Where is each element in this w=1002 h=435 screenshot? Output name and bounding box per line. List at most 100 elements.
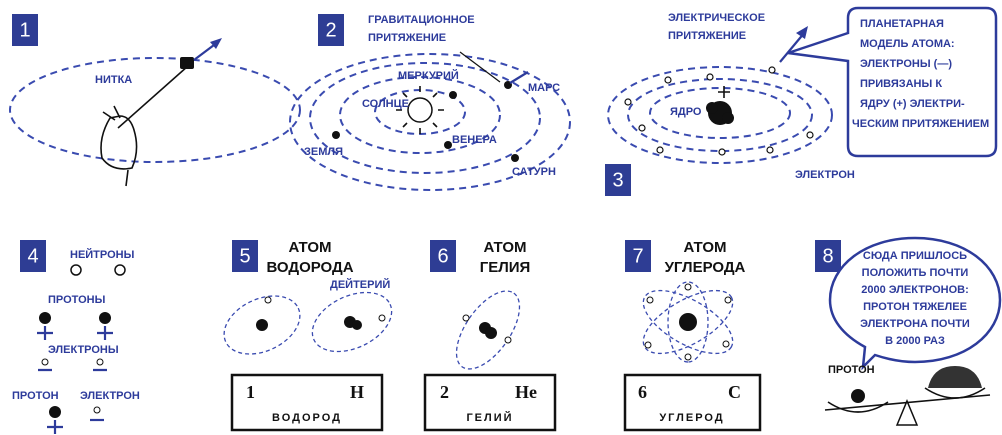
title: АТОМ [483, 239, 526, 256]
drawing-circle [379, 315, 385, 321]
card-symbol: H [350, 382, 364, 402]
title: АТОМ [288, 239, 331, 256]
label: НЕЙТРОНЫ [70, 248, 135, 261]
bubble-line: ПОЛОЖИТЬ ПОЧТИ [862, 267, 969, 279]
panel-number: 1 [19, 19, 30, 41]
bubble-line: 2000 ЭЛЕКТРОНОВ: [861, 284, 969, 296]
drawing-circle [463, 315, 469, 321]
panel-number: 3 [612, 169, 623, 191]
drawing-circle [625, 99, 631, 105]
label: ПРИТЯЖЕНИЕ [668, 30, 746, 42]
bubble-line: ПРОТОН ТЯЖЕЛЕЕ [863, 301, 967, 313]
drawing-circle [511, 154, 519, 162]
drawing-line [460, 52, 500, 82]
title: АТОМ [683, 239, 726, 256]
drawing-circle [665, 77, 671, 83]
drawing-circle [485, 327, 497, 339]
drawing-circle [332, 131, 340, 139]
drawing-circle [42, 359, 48, 365]
drawing-circle [767, 147, 773, 153]
label: ЭЛЕКТРОН [795, 169, 855, 181]
drawing-circle [647, 297, 653, 303]
label: ЭЛЕКТРОНЫ [48, 344, 119, 356]
drawing-line [510, 72, 528, 83]
drawing-circle [408, 98, 432, 122]
panel-number: 4 [27, 245, 38, 267]
bubble-line: ПЛАНЕТАРНАЯ [860, 18, 944, 30]
title: ВОДОРОДА [266, 259, 353, 276]
drawing-circle [444, 141, 452, 149]
card-number: 6 [638, 382, 647, 402]
drawing-circle [639, 125, 645, 131]
drawing-circle [645, 342, 651, 348]
title: УГЛЕРОДА [665, 259, 746, 276]
label: САТУРН [512, 166, 556, 178]
drawing-circle [807, 132, 813, 138]
label: ПРОТОНЫ [48, 294, 106, 306]
bubble-line: ЯДРУ (+) ЭЛЕКТРИ- [860, 98, 965, 110]
title: ГЕЛИЯ [480, 259, 531, 276]
drawing-circle [505, 337, 511, 343]
card-symbol: C [728, 382, 741, 402]
drawing-circle [449, 91, 457, 99]
drawing-ellipse [10, 58, 300, 162]
label: ЗЕМЛЯ [304, 146, 343, 158]
panel-number: 5 [239, 245, 250, 267]
drawing-circle [71, 265, 81, 275]
drawing-circle [256, 319, 268, 331]
label: НИТКА [95, 74, 132, 86]
panel-number: 2 [325, 19, 336, 41]
label: ЭЛЕКТРИЧЕСКОЕ [668, 12, 765, 24]
label: ДЕЙТЕРИЙ [330, 278, 390, 291]
panel-number: 6 [437, 245, 448, 267]
drawing-circle [265, 297, 271, 303]
drawing-path [897, 401, 917, 425]
card-symbol: He [515, 382, 537, 402]
drawing-circle [115, 265, 125, 275]
card-number: 1 [246, 382, 255, 402]
drawing-circle [719, 149, 725, 155]
panel-3: 3 ЭЛЕКТРИЧЕСКОЕ ПРИТЯЖЕНИЕ ЯДРО ЭЛЕКТРОН… [605, 8, 996, 196]
label: ПРИТЯЖЕНИЕ [368, 32, 446, 44]
card-name: ГЕЛИЙ [466, 411, 513, 424]
drawing-circle [706, 102, 718, 114]
drawing-circle [657, 147, 663, 153]
drawing-circle [769, 67, 775, 73]
card-name: ВОДОРОД [272, 412, 342, 424]
drawing-path [37, 326, 113, 340]
drawing-circle [97, 359, 103, 365]
drawing-circle [94, 407, 100, 413]
drawing-path [47, 420, 63, 434]
illustration: 1 НИТКА 2 ГРАВИТАЦИОННОЕ ПРИТЯЖЕНИЕ МЕРК… [0, 0, 1002, 435]
bubble-line: ЧЕСКИМ ПРИТЯЖЕНИЕМ [852, 118, 989, 130]
label: ПРОТОН [828, 364, 875, 376]
bubble-line: МОДЕЛЬ АТОМА: [860, 38, 955, 50]
drawing-path [396, 86, 444, 134]
panel-2: 2 ГРАВИТАЦИОННОЕ ПРИТЯЖЕНИЕ МЕРКУРИЙ МАР… [290, 14, 570, 190]
panel-8: 8 СЮДА ПРИШЛОСЬ ПОЛОЖИТЬ ПОЧТИ 2000 ЭЛЕК… [815, 238, 1000, 425]
drawing-circle [725, 297, 731, 303]
label: СОЛНЦЕ [362, 98, 409, 110]
panel-4: 4 НЕЙТРОНЫ ПРОТОНЫ ЭЛЕКТРОНЫ ПРОТОН ЭЛЕК… [12, 240, 140, 434]
drawing-circle [39, 312, 51, 324]
drawing-path [928, 366, 982, 388]
drawing-circle [352, 320, 362, 330]
drawing-circle [49, 406, 61, 418]
drawing-circle [679, 313, 697, 331]
bubble-line: В 2000 РАЗ [885, 335, 945, 347]
bubble-line: ЭЛЕКТРОНЫ (—) [860, 58, 952, 70]
bubble-line: ПРИВЯЗАНЫ К [860, 78, 942, 90]
drawing-circle [723, 341, 729, 347]
panel-number: 8 [822, 245, 833, 267]
bubble-line: СЮДА ПРИШЛОСЬ [863, 250, 967, 262]
card-name: УГЛЕРОД [659, 412, 724, 424]
drawing-rect [180, 57, 194, 69]
drawing-circle [685, 354, 691, 360]
drawing-circle [685, 284, 691, 290]
card-number: 2 [440, 382, 449, 402]
drawing-circle [707, 74, 713, 80]
panel-6: 6 АТОМ ГЕЛИЯ 2 He ГЕЛИЙ [425, 239, 555, 430]
panel-5: 5 АТОМ ВОДОРОДА ДЕЙТЕРИЙ 1 H ВОДОРОД [215, 239, 401, 430]
label: ВЕНЕРА [452, 134, 497, 146]
drawing-circle [99, 312, 111, 324]
